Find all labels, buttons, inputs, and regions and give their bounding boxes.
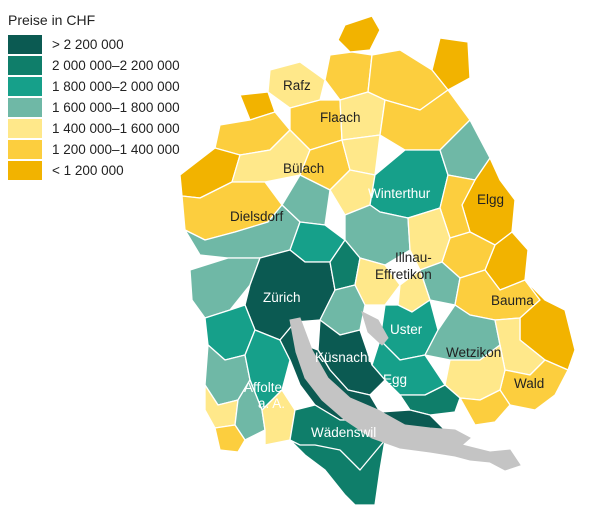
- place-label-bauma: Bauma: [491, 293, 534, 308]
- legend-swatch: [8, 119, 42, 138]
- legend-item: 1 600 000–1 800 000: [8, 97, 180, 118]
- legend-item: 2 000 000–2 200 000: [8, 55, 180, 76]
- legend-title: Preise in CHF: [8, 12, 96, 28]
- legend-label: < 1 200 000: [52, 163, 124, 178]
- legend-swatch: [8, 98, 42, 117]
- legend-label: 1 600 000–1 800 000: [52, 100, 180, 115]
- legend-swatch: [8, 161, 42, 180]
- legend-item: 1 400 000–1 600 000: [8, 118, 180, 139]
- place-label-winterthur: Winterthur: [368, 186, 431, 201]
- legend-item: 1 800 000–2 000 000: [8, 76, 180, 97]
- legend-swatch: [8, 140, 42, 159]
- place-label-waedenswil: Wädenswil: [311, 425, 376, 440]
- place-label-buelach: Bülach: [283, 161, 324, 176]
- municipality-region: [214, 424, 246, 453]
- municipality-region: [189, 257, 261, 319]
- place-label-wald: Wald: [514, 376, 544, 391]
- legend-item: < 1 200 000: [8, 160, 180, 181]
- municipality-region: [337, 15, 381, 53]
- legend-label: 1 200 000–1 400 000: [52, 142, 180, 157]
- legend-swatch: [8, 56, 42, 75]
- lake-greifensee: [361, 311, 389, 346]
- place-label-wetzikon: Wetzikon: [446, 345, 501, 360]
- municipality-region: [369, 149, 449, 219]
- place-label-egg: Egg: [383, 372, 407, 387]
- place-label-rafz: Rafz: [283, 78, 311, 93]
- legend-label: 1 800 000–2 000 000: [52, 79, 180, 94]
- lake-zurichsee: [289, 317, 521, 471]
- place-label-affoltern-1: Affoltern: [244, 380, 294, 395]
- municipality-region: [244, 249, 336, 341]
- municipality-region: [289, 439, 386, 506]
- place-label-elgg: Elgg: [477, 192, 504, 207]
- legend-label: > 2 200 000: [52, 37, 124, 52]
- municipality-region: [431, 37, 471, 91]
- place-label-flaach: Flaach: [320, 110, 361, 125]
- place-label-uster: Uster: [390, 322, 423, 337]
- legend-swatch: [8, 77, 42, 96]
- legend-label: 2 000 000–2 200 000: [52, 58, 180, 73]
- place-label-illnau-1: Illnau-: [395, 250, 432, 265]
- legend-swatch: [8, 35, 42, 54]
- place-label-zuerich: Zürich: [263, 290, 301, 305]
- legend: Preise in CHF > 2 200 000 2 000 000–2 20…: [8, 12, 180, 181]
- place-label-affoltern-2: a. A.: [258, 396, 285, 411]
- place-label-kuesnacht: Küsnacht: [315, 350, 372, 365]
- legend-item: 1 200 000–1 400 000: [8, 139, 180, 160]
- place-label-dielsdorf: Dielsdorf: [230, 209, 284, 224]
- place-label-illnau-2: Effretikon: [375, 267, 432, 282]
- legend-label: 1 400 000–1 600 000: [52, 121, 180, 136]
- municipality-region: [459, 389, 511, 426]
- legend-item: > 2 200 000: [8, 34, 180, 55]
